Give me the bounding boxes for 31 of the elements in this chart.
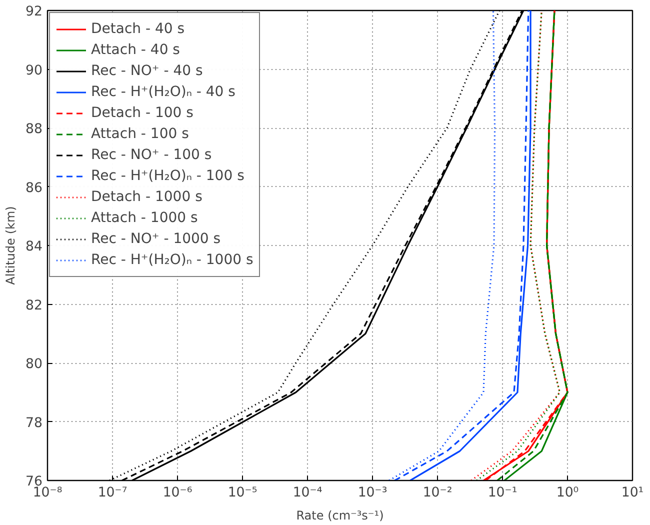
y-tick-label: 88 bbox=[26, 122, 43, 137]
legend-label: Detach - 100 s bbox=[91, 105, 194, 121]
legend-label: Rec - NO⁺ - 1000 s bbox=[91, 231, 221, 247]
x-tick-label: 10⁻² bbox=[422, 486, 452, 500]
x-axis-title: Rate (cm⁻³s⁻¹) bbox=[296, 508, 384, 522]
legend-label: Attach - 1000 s bbox=[91, 210, 198, 226]
x-tick-label: 10¹ bbox=[621, 486, 644, 500]
y-tick-label: 86 bbox=[26, 180, 43, 196]
legend-label: Detach - 40 s bbox=[91, 21, 185, 37]
x-tick-label: 10⁻¹ bbox=[488, 486, 518, 500]
y-tick-label: 90 bbox=[26, 63, 43, 78]
legend-label: Attach - 100 s bbox=[91, 126, 189, 142]
y-tick-label: 82 bbox=[26, 298, 43, 314]
y-tick-label: 80 bbox=[26, 357, 43, 372]
y-tick-label: 78 bbox=[26, 416, 43, 431]
x-tick-label: 10⁰ bbox=[556, 486, 579, 500]
y-axis-title: Altitude (km) bbox=[4, 206, 18, 285]
x-tick-label: 10⁻⁴ bbox=[292, 486, 322, 500]
x-tick-label: 10⁻⁵ bbox=[228, 486, 258, 500]
legend-label: Rec - NO⁺ - 100 s bbox=[91, 147, 212, 163]
legend-label: Attach - 40 s bbox=[91, 42, 180, 58]
x-tick-label: 10⁻⁷ bbox=[98, 486, 128, 500]
x-tick-label: 10⁻⁶ bbox=[162, 486, 192, 500]
legend-label: Rec - H⁺(H₂O)ₙ - 1000 s bbox=[91, 252, 254, 268]
legend-label: Rec - H⁺(H₂O)ₙ - 100 s bbox=[91, 168, 244, 184]
legend-label: Detach - 1000 s bbox=[91, 189, 202, 205]
legend-label: Rec - NO⁺ - 40 s bbox=[91, 63, 203, 79]
legend-label: Rec - H⁺(H₂O)ₙ - 40 s bbox=[91, 84, 236, 100]
y-tick-label: 84 bbox=[26, 240, 43, 254]
x-tick-label: 10⁻³ bbox=[358, 486, 388, 500]
y-tick-label: 92 bbox=[26, 4, 43, 20]
